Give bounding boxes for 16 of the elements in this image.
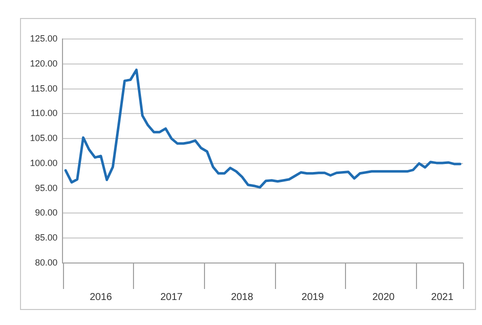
y-tick-label: 80.00 (34, 257, 58, 268)
y-tick-label: 115.00 (30, 83, 58, 94)
x-tick-label: 2021 (431, 292, 454, 303)
y-tick-label: 100.00 (30, 158, 58, 168)
x-tick-label: 2017 (160, 292, 184, 303)
y-tick-label: 110.00 (30, 108, 58, 118)
y-tick-label: 125.00 (30, 33, 58, 44)
y-tick-label: 95.00 (34, 182, 58, 193)
x-tick-label: 2020 (372, 292, 396, 303)
x-tick-label: 2019 (302, 292, 324, 303)
y-tick-label: 105.00 (30, 133, 58, 144)
y-tick-label: 120.00 (30, 58, 58, 68)
y-tick-label: 85.00 (34, 232, 58, 243)
x-tick-label: 2018 (230, 292, 254, 303)
y-tick-label: 90.00 (34, 208, 58, 218)
x-tick-label: 2016 (90, 292, 112, 303)
